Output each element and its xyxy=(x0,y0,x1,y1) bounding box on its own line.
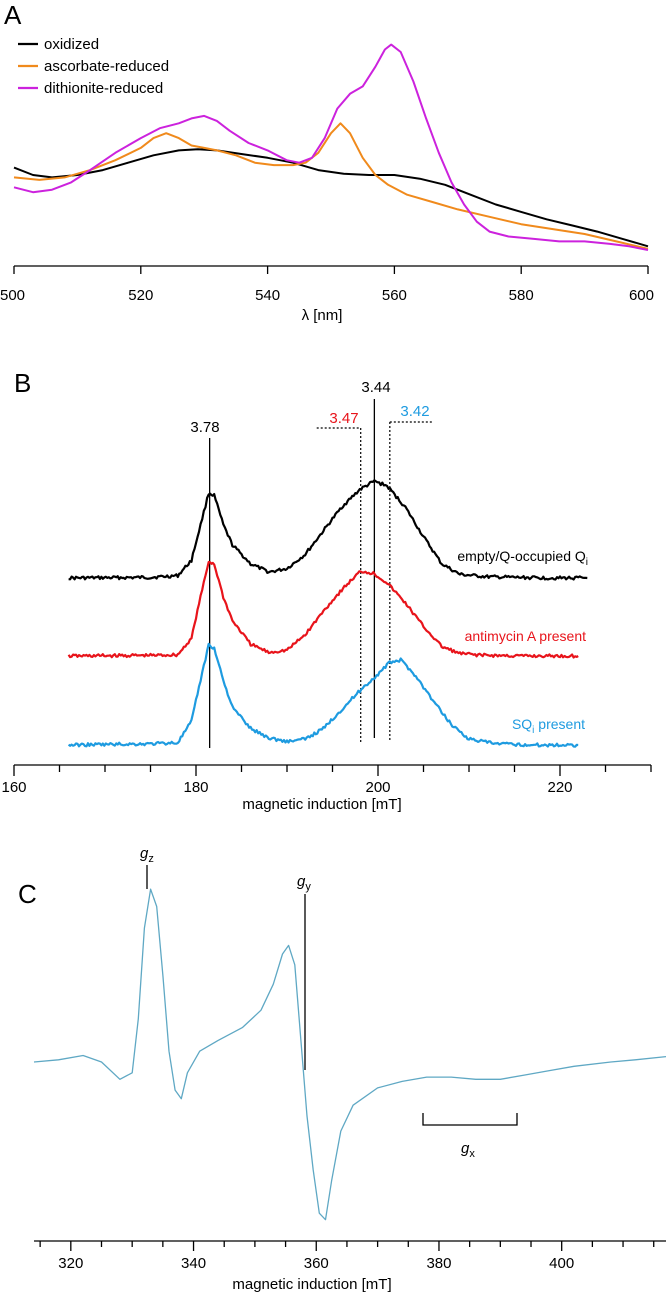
panel-c-x-title: magnetic induction [mT] xyxy=(232,1276,391,1293)
marker-label-347: 3.47 xyxy=(329,410,358,427)
tick-label-c-320: 320 xyxy=(58,1255,83,1272)
panel-b-x-title: magnetic induction [mT] xyxy=(242,796,401,813)
series-antimycin-a-present xyxy=(67,560,579,659)
tick-label-c-340: 340 xyxy=(181,1255,206,1272)
series-oxidized xyxy=(13,148,649,248)
gz-label: gz xyxy=(140,845,154,865)
panel-c-ticks: 320 340 360 380 400 xyxy=(39,1241,655,1272)
panel-a-ticks: 500 520 540 560 580 600 xyxy=(0,266,654,304)
marker-label-378: 3.78 xyxy=(190,419,219,436)
trace-label-antimycin: antimycin A present xyxy=(465,628,587,644)
panel-b-letter: B xyxy=(14,368,31,398)
tick-label-a-520: 520 xyxy=(128,287,153,304)
gx-bracket xyxy=(422,1113,518,1126)
tick-label-a-600: 600 xyxy=(629,287,654,304)
panel-a-x-title: λ [nm] xyxy=(302,307,343,324)
legend-label-ascorbate-reduced: ascorbate-reduced xyxy=(44,58,169,75)
series-epr-spectrum xyxy=(33,888,666,1221)
tick-label-a-540: 540 xyxy=(255,287,280,304)
tick-label-b-200: 200 xyxy=(365,779,390,796)
trace-label-empty: empty/Q-occupied Qi xyxy=(457,548,588,568)
tick-label-b-160: 160 xyxy=(1,779,26,796)
marker-label-342: 3.42 xyxy=(400,403,429,420)
panel-b-ticks: 160 180 200 220 xyxy=(1,765,652,796)
tick-label-a-500: 500 xyxy=(0,287,25,304)
panel-a-series xyxy=(13,43,649,251)
panel-c: C gz gy gx 320 340 360 380 400 magnetic indu… xyxy=(18,845,666,1293)
marker-label-344: 3.44 xyxy=(361,379,390,396)
panel-a: A oxidized ascorbate-reduced dithionite-re… xyxy=(0,0,654,324)
panel-b-series xyxy=(67,479,588,748)
tick-label-a-560: 560 xyxy=(382,287,407,304)
tick-label-a-580: 580 xyxy=(509,287,534,304)
panel-b: B 3.78 3.44 3.47 3.42 empty/Q-occupied Q… xyxy=(1,368,652,813)
tick-label-b-220: 220 xyxy=(547,779,572,796)
tick-label-c-400: 400 xyxy=(549,1255,574,1272)
panel-b-markers xyxy=(208,399,434,748)
series-ascorbate-reduced xyxy=(13,122,649,250)
panel-c-series xyxy=(33,888,666,1221)
series-empty-q-occupied-q xyxy=(68,479,588,581)
series-dithionite-reduced xyxy=(13,43,649,251)
gy-label: gy xyxy=(297,873,311,893)
panel-a-letter: A xyxy=(4,0,22,30)
tick-label-c-380: 380 xyxy=(426,1255,451,1272)
panel-a-legend: oxidized ascorbate-reduced dithionite-redu… xyxy=(18,36,169,97)
trace-label-sq: SQi present xyxy=(512,716,585,736)
panel-c-letter: C xyxy=(18,879,37,909)
tick-label-c-360: 360 xyxy=(304,1255,329,1272)
tick-label-b-180: 180 xyxy=(183,779,208,796)
gx-label: gx xyxy=(461,1140,475,1160)
legend-label-dithionite-reduced: dithionite-reduced xyxy=(44,80,163,97)
series-sq-present xyxy=(67,642,579,748)
legend-label-oxidized: oxidized xyxy=(44,36,99,53)
